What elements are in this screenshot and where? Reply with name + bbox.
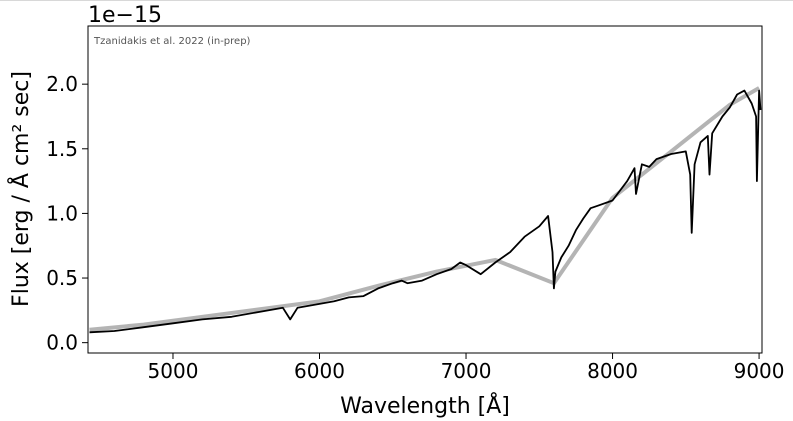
series-flux-line [89,89,762,334]
y-axis-ticks: 0.0 0.5 1.0 1.5 2.0 [46,72,88,355]
y-tick-label: 0.5 [46,266,78,290]
x-tick-label: 8000 [587,359,638,383]
top-divider [0,0,793,1]
chart-annotation: Tzanidakis et al. 2022 (in-prep) [93,36,251,47]
y-tick-label: 0.0 [46,331,78,355]
x-axis-ticks: 5000 6000 7000 8000 9000 [148,353,785,383]
y-tick-label: 1.5 [46,137,78,161]
x-tick-label: 7000 [441,359,492,383]
x-tick-label: 5000 [148,359,199,383]
y-axis-label: Flux [erg / Å cm² sec] [7,71,34,307]
series-error-line [89,86,761,332]
y-tick-label: 2.0 [46,72,78,96]
x-tick-label: 6000 [294,359,345,383]
plot-frame [87,25,763,354]
series-group [89,86,762,334]
x-tick-label: 9000 [734,359,785,383]
y-offset-label: 1e−15 [88,3,162,28]
x-axis-label: Wavelength [Å] [340,392,510,419]
y-tick-label: 1.0 [46,201,78,225]
